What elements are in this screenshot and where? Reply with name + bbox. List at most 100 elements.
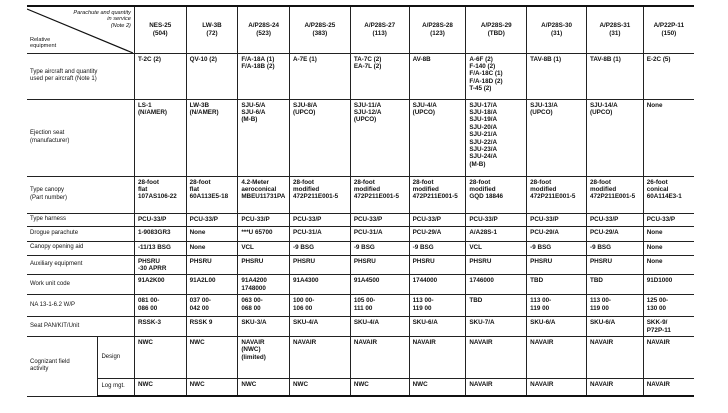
table-cell: NAVAIR: [642, 377, 694, 398]
table-cell: 91A2L00: [185, 274, 239, 296]
table-row: Ejection seat (manufacturer) LS-1 (N/AMER…: [27, 98, 694, 177]
row-axis-label: Relative equipment: [30, 36, 57, 50]
corner-header: Parachute and quantity in service (Note …: [27, 5, 135, 54]
table-cell: PCU-33/P: [289, 212, 351, 227]
table-cell: 113 00- 119 00: [526, 294, 587, 318]
table-cell: 100 00- 106 00: [289, 294, 351, 318]
column-header: LW-3B (72): [185, 5, 239, 54]
quantity-in-service: (504): [152, 29, 168, 37]
quantity-in-service: (72): [206, 29, 218, 37]
table-cell: 91A4300: [289, 274, 351, 296]
quantity-in-service: (TBD): [487, 29, 505, 37]
table-cell: 28-foot modified 472P211E001-5: [349, 175, 410, 214]
table-cell: PHSRU: [408, 254, 467, 276]
row-label: Canopy opening aid: [27, 240, 135, 256]
parachute-name: NES-25: [149, 22, 172, 30]
cognizant-activity-label: Cognizant field activity: [27, 335, 99, 397]
column-header: A/P28S-29 (TBD): [465, 5, 528, 54]
table-cell: -9 BSG: [408, 240, 467, 256]
table-cell: PCU-33/P: [349, 212, 410, 227]
row-label: Drogue parachute: [27, 225, 135, 242]
cognizant-design-label: Design: [97, 335, 135, 379]
table-cell: PCU-33/P: [642, 212, 694, 227]
table-cell: NWC: [133, 335, 187, 379]
table-cell: -11/13 BSG: [133, 240, 187, 256]
table-cell: NAVAIR: [465, 377, 528, 398]
table-cell: -9 BSG: [289, 240, 351, 256]
table-cell: 4.2-Meter aeroconical MBEU11731PA: [237, 175, 290, 214]
column-header: A/P28S-30 (31): [526, 5, 587, 54]
table-cell: PHSRU: [185, 254, 239, 276]
table-cell: QV-10 (2): [185, 52, 239, 100]
table-cell: 1744000: [408, 274, 467, 296]
table-row: NA 13-1-6.2 W/P 081 00- 086 00 037 00- 042…: [27, 294, 694, 318]
table-cell: PHSRU: [465, 254, 528, 276]
table-row: Type harness PCU-33/P PCU-33/P PCU-33/P PCU-…: [27, 212, 694, 227]
table-cell: SJU-4/A (UPCO): [408, 98, 467, 177]
table-cell: TAV-8B (1): [526, 52, 587, 100]
table-cell: NWC: [408, 377, 467, 398]
column-header: NES-25 (504): [133, 5, 187, 54]
table-cell: NAVAIR: [349, 335, 410, 379]
table-cell: NWC: [237, 377, 290, 398]
header-row: Parachute and quantity in service (Note …: [27, 5, 694, 54]
table-cell: 113 00- 119 00: [408, 294, 467, 318]
table-cell: NWC: [185, 335, 239, 379]
table-cell: TBD: [585, 274, 644, 296]
table-cell: 26-foot conical 60A114E3-1: [642, 175, 694, 214]
row-label: Type harness: [27, 212, 135, 227]
table-cell: PCU-29/A: [585, 225, 644, 242]
table-cell: NAVAIR: [585, 377, 644, 398]
table-row: Work unit code 91A2K00 91A2L00 91A4200 1748…: [27, 274, 694, 296]
table-row: Type canopy (Part number) 28-foot flat 10…: [27, 175, 694, 214]
table-cell: SJU-11/A SJU-12/A (UPCO): [349, 98, 410, 177]
table-cell: VCL: [237, 240, 290, 256]
table-cell: LS-1 (N/AMER): [133, 98, 187, 177]
table-cell: AV-8B: [408, 52, 467, 100]
table-cell: SKU-4/A: [349, 316, 410, 337]
column-header: A/P28S-31 (31): [585, 5, 644, 54]
table-cell: SKU-4/A: [289, 316, 351, 337]
table-cell: A-6F (2) F-140 (2) F/A-18C (1) F/A-18D (…: [465, 52, 528, 100]
quantity-in-service: (31): [609, 29, 621, 37]
table-cell: -9 BSG: [349, 240, 410, 256]
row-label: Type canopy (Part number): [27, 175, 135, 214]
table-cell: SKK-9/ P72P-11: [642, 316, 694, 337]
table-cell: PCU-31/A: [349, 225, 410, 242]
column-header: A/P28S-24 (523): [237, 5, 290, 54]
table-cell: PHSRU: [526, 254, 587, 276]
table-cell: SJU-17/A SJU-18/A SJU-19/A SJU-20/A SJU-…: [465, 98, 528, 177]
table-cell: NAVAIR: [465, 335, 528, 379]
row-label: Work unit code: [27, 274, 135, 296]
table-cell: SKU-6/A: [585, 316, 644, 337]
table-cell: 28-foot modified 472P211E001-5: [585, 175, 644, 214]
table-cell: 28-foot flat 60A113E5-18: [185, 175, 239, 214]
table-cell: 28-foot modified 472P211E001-5: [526, 175, 587, 214]
table-cell: A-7E (1): [289, 52, 351, 100]
table-cell: 125 00- 130 00: [642, 294, 694, 318]
parachute-name: A/P28S-27: [364, 22, 396, 30]
parachute-name: LW-3B: [202, 22, 222, 30]
table-cell: T-2C (2): [133, 52, 187, 100]
column-axis-label: Parachute and quantity in service (Note …: [73, 10, 131, 29]
quantity-in-service: (123): [430, 29, 445, 37]
table-cell: VCL: [465, 240, 528, 256]
table-cell: PCU-33/P: [237, 212, 290, 227]
table-cell: PHSRU -30 APRR: [133, 254, 187, 276]
table-cell: LW-3B (N/AMER): [185, 98, 239, 177]
table-cell: PCU-29/A: [408, 225, 467, 242]
row-label: Ejection seat (manufacturer): [27, 98, 135, 177]
table-cell: NWC: [289, 377, 351, 398]
row-label: NA 13-1-6.2 W/P: [27, 294, 135, 318]
table-cell: PCU-31/A: [289, 225, 351, 242]
parachute-name: A/P28S-29: [480, 22, 512, 30]
table-row: Type aircraft and quantity used per airc…: [27, 52, 694, 100]
quantity-in-service: (523): [256, 29, 271, 37]
table-cell: 063 00- 068 00: [237, 294, 290, 318]
table-cell: NWC: [133, 377, 187, 398]
column-header: A/P28S-25 (383): [289, 5, 351, 54]
table-cell: PCU-33/P: [133, 212, 187, 227]
parachute-name: A/P28S-30: [541, 22, 572, 30]
table-cell: SJU-5/A SJU-6/A (M-B): [237, 98, 290, 177]
quantity-in-service: (383): [312, 29, 328, 37]
